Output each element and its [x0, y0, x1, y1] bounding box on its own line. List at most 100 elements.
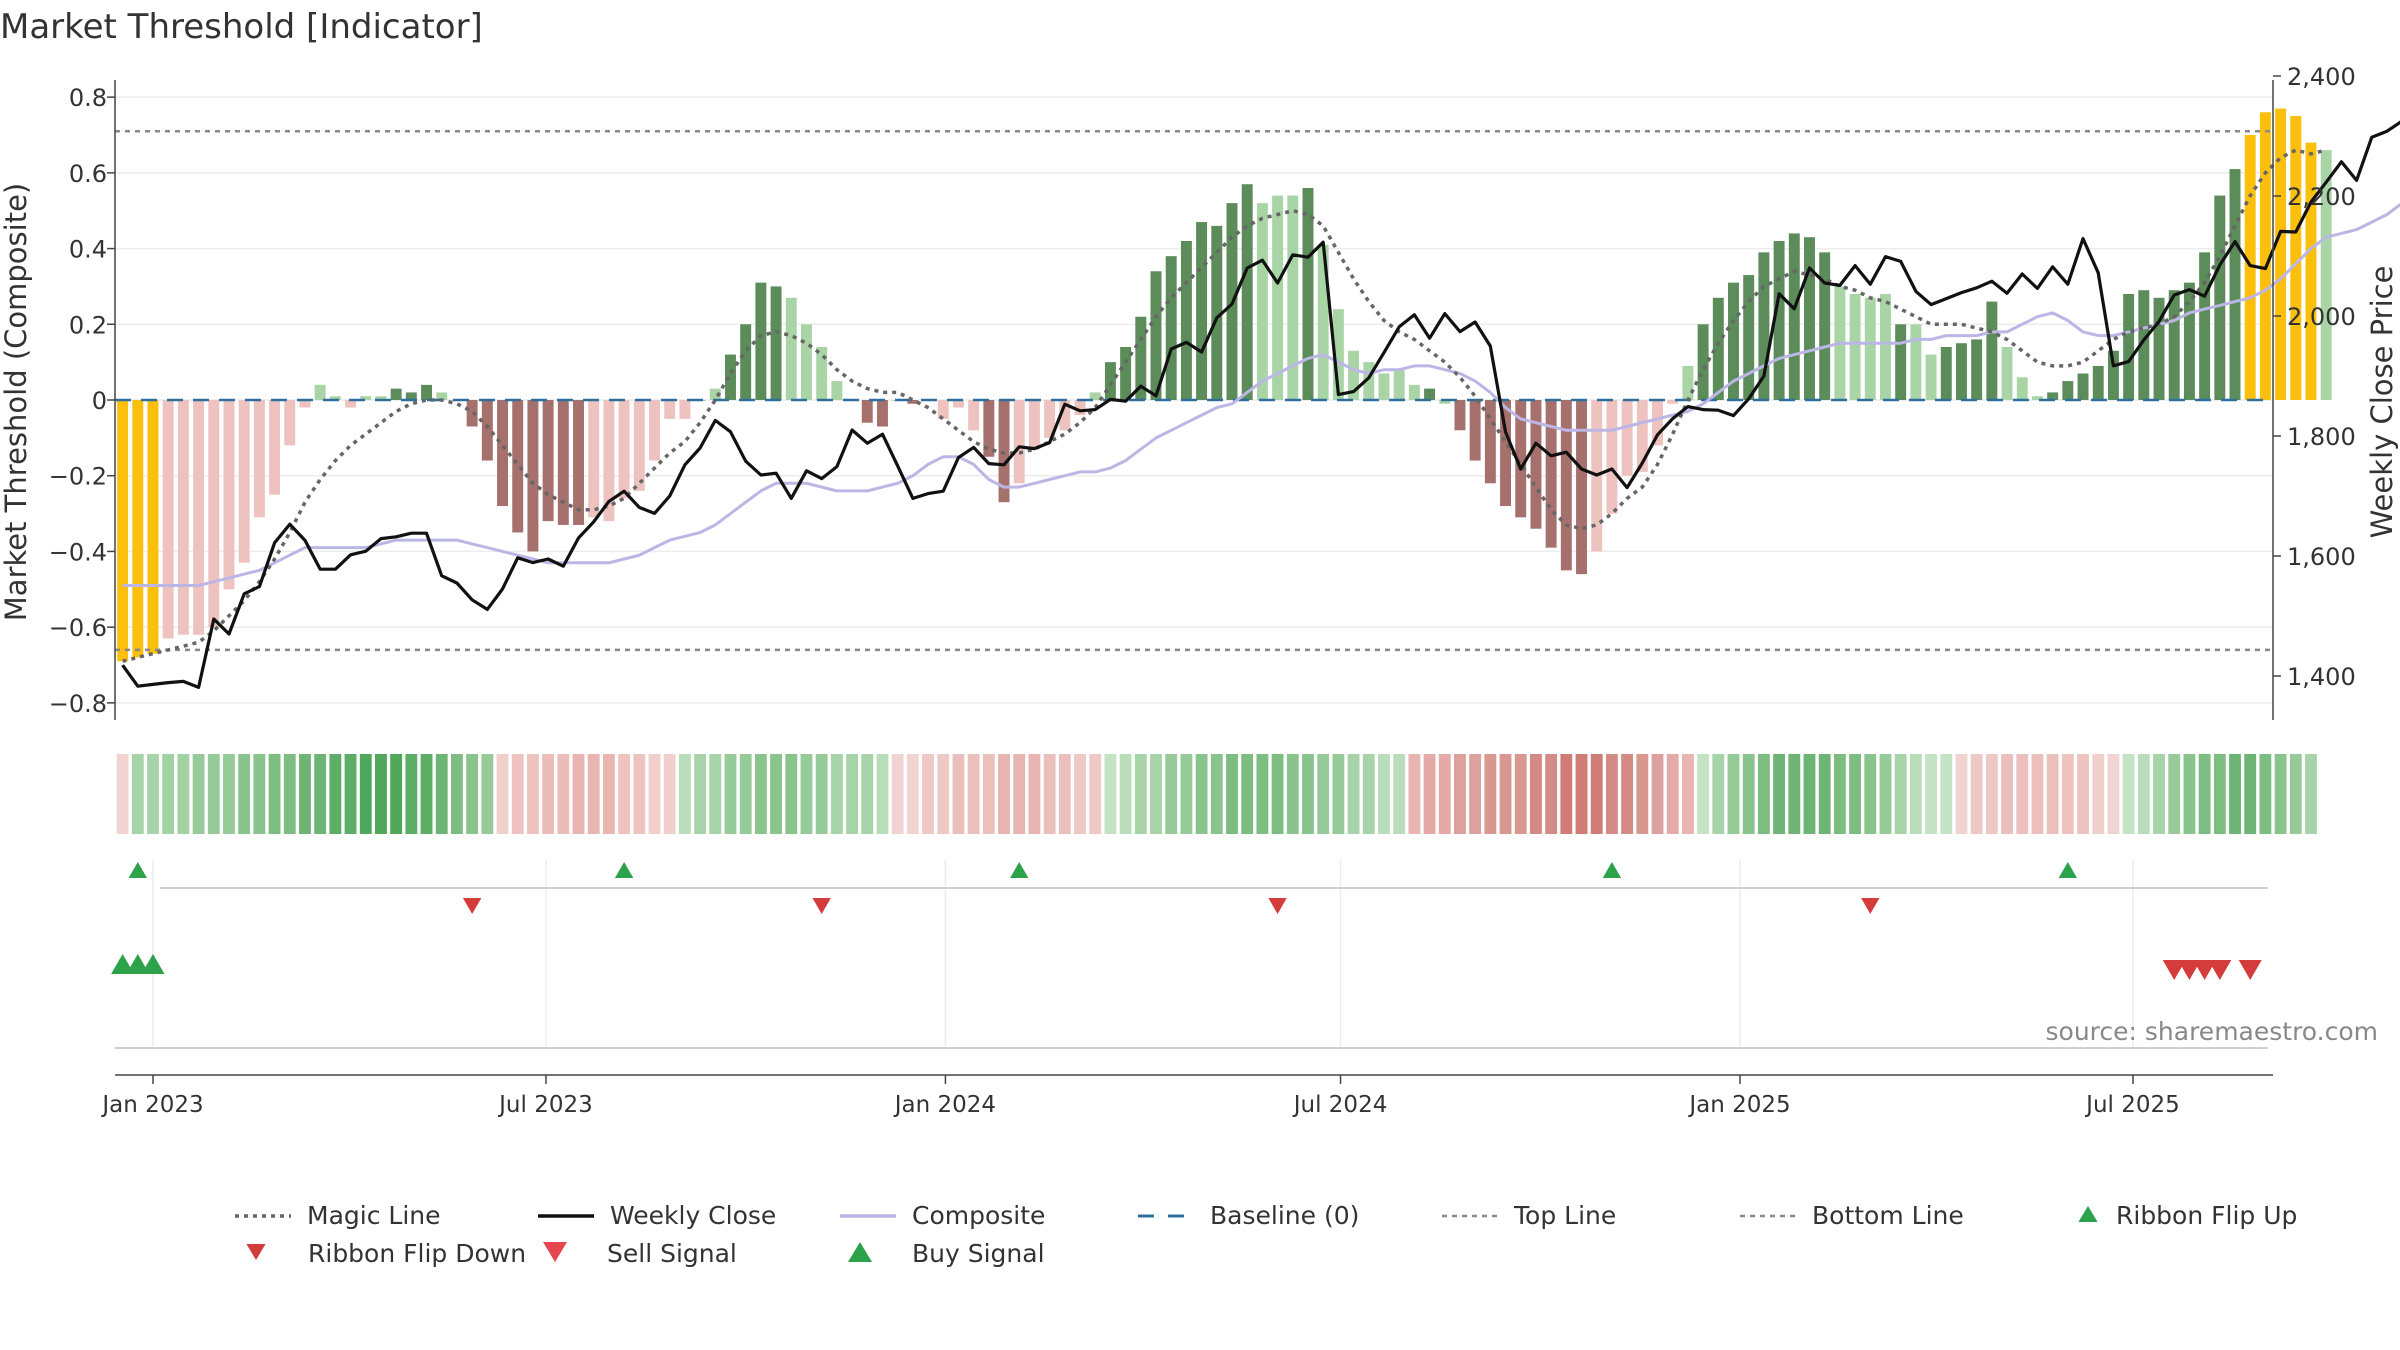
threshold-bar — [284, 400, 296, 446]
legend-item: Ribbon Flip Down — [246, 1239, 526, 1268]
x-tick-label: Jan 2023 — [100, 1092, 203, 1118]
threshold-bar — [193, 400, 205, 635]
y2-tick-label: 1,400 — [2287, 663, 2356, 691]
legend-label: Bottom Line — [1812, 1201, 1964, 1230]
legend-label: Weekly Close — [610, 1201, 776, 1230]
threshold-bar — [2138, 290, 2150, 400]
threshold-bar — [1165, 256, 1177, 400]
threshold-bar — [588, 400, 600, 518]
threshold-bar — [2199, 252, 2211, 400]
ribbon-cell — [922, 754, 934, 834]
ribbon-cell — [344, 754, 357, 834]
threshold-bar — [968, 400, 980, 431]
y-tick-label: 0.6 — [69, 160, 107, 188]
threshold-bar — [755, 282, 767, 400]
ribbon-flip-down-marker — [462, 898, 482, 914]
threshold-bar — [1910, 324, 1922, 400]
threshold-bar — [2092, 365, 2104, 400]
ribbon-cell — [1757, 754, 1770, 834]
ribbon-cell — [1499, 754, 1512, 834]
threshold-bar — [1059, 400, 1071, 431]
ribbon-cell — [299, 754, 311, 834]
x-tick-label: Jan 2024 — [893, 1092, 996, 1118]
y-tick-label: 0.2 — [69, 311, 107, 339]
ribbon-flip-down-marker — [1268, 898, 1287, 914]
ribbon-cell — [1636, 754, 1649, 834]
ribbon-cell — [1347, 754, 1360, 834]
ribbon-cell — [906, 754, 919, 834]
threshold-bar — [1864, 297, 1876, 400]
threshold-bar — [1682, 365, 1694, 400]
ribbon-cell — [147, 754, 159, 834]
threshold-bar — [1150, 271, 1162, 400]
threshold-bar — [375, 396, 387, 400]
threshold-bar — [664, 400, 676, 419]
y-tick-label: −0.2 — [49, 463, 107, 491]
ribbon-flip-up-marker — [128, 862, 147, 878]
threshold-bar — [831, 381, 843, 400]
ribbon-cell — [587, 754, 600, 834]
threshold-bar — [1788, 233, 1800, 400]
buy-signal-marker — [141, 954, 165, 974]
threshold-bar — [1317, 244, 1329, 400]
legend-item: Baseline (0) — [1138, 1201, 1359, 1230]
legend-item: Sell Signal — [543, 1239, 737, 1268]
threshold-bar — [1348, 350, 1360, 400]
composite-line — [122, 202, 2400, 587]
threshold-bar — [725, 354, 736, 400]
ribbon-cell — [2122, 754, 2135, 834]
threshold-bar — [1576, 400, 1587, 575]
magic-line — [122, 148, 2327, 663]
legend: Magic Line Weekly Close Composite Baseline … — [235, 1201, 2297, 1268]
threshold-bar — [314, 384, 326, 400]
ribbon-cell — [770, 754, 783, 834]
threshold-bar — [2047, 392, 2059, 400]
ribbon-flip-down-marker — [812, 898, 831, 914]
ribbon-cell — [496, 754, 509, 834]
threshold-bar — [1272, 195, 1284, 400]
ribbon-cell — [1530, 754, 1542, 834]
ribbon-cell — [633, 754, 646, 834]
ribbon-cell — [2031, 754, 2044, 834]
y-axis-label: Market Threshold (Composite) — [0, 183, 33, 621]
threshold-bar — [2320, 150, 2332, 400]
ribbon-cell — [223, 754, 235, 834]
threshold-bar — [421, 384, 433, 400]
ribbon-cell — [268, 754, 281, 834]
ribbon-cell — [420, 754, 433, 834]
ribbon-cell — [2107, 754, 2120, 834]
ribbon-cell — [1712, 754, 1725, 834]
threshold-bar — [527, 400, 539, 552]
threshold-bar — [253, 400, 265, 518]
ribbon-cell — [1545, 754, 1558, 834]
ribbon-cell — [1393, 754, 1406, 834]
ribbon-cell — [1940, 754, 1953, 834]
ribbon-cell — [1134, 754, 1147, 834]
threshold-bar — [1530, 400, 1542, 529]
ribbon-cell — [1210, 754, 1223, 834]
threshold-bar — [1135, 316, 1147, 400]
threshold-bar — [1332, 309, 1344, 400]
ribbon-cell — [1697, 754, 1710, 834]
ribbon-cell — [815, 754, 828, 834]
y-tick-label: −0.6 — [49, 614, 107, 642]
ribbon-cell — [694, 754, 707, 834]
chart-title: Market Threshold [Indicator] — [0, 7, 483, 47]
ribbon-cell — [1013, 754, 1026, 834]
threshold-bar — [2183, 282, 2195, 400]
threshold-bar — [1621, 400, 1633, 476]
ribbon-cell — [116, 754, 129, 834]
threshold-bar — [770, 286, 782, 400]
x-tick-label: Jul 2024 — [1292, 1092, 1388, 1118]
ribbon-cell — [192, 754, 205, 834]
ribbon-cell — [2183, 754, 2196, 834]
threshold-bar — [709, 388, 721, 400]
ribbon-cell — [131, 754, 144, 834]
ribbon-flip-up-marker — [2058, 862, 2078, 878]
triangle-down-icon — [246, 1244, 266, 1260]
threshold-bar — [329, 396, 341, 400]
threshold-bar — [573, 400, 584, 525]
threshold-bar — [360, 396, 372, 400]
threshold-bar — [1925, 354, 1937, 400]
ribbon-cell — [830, 754, 843, 834]
